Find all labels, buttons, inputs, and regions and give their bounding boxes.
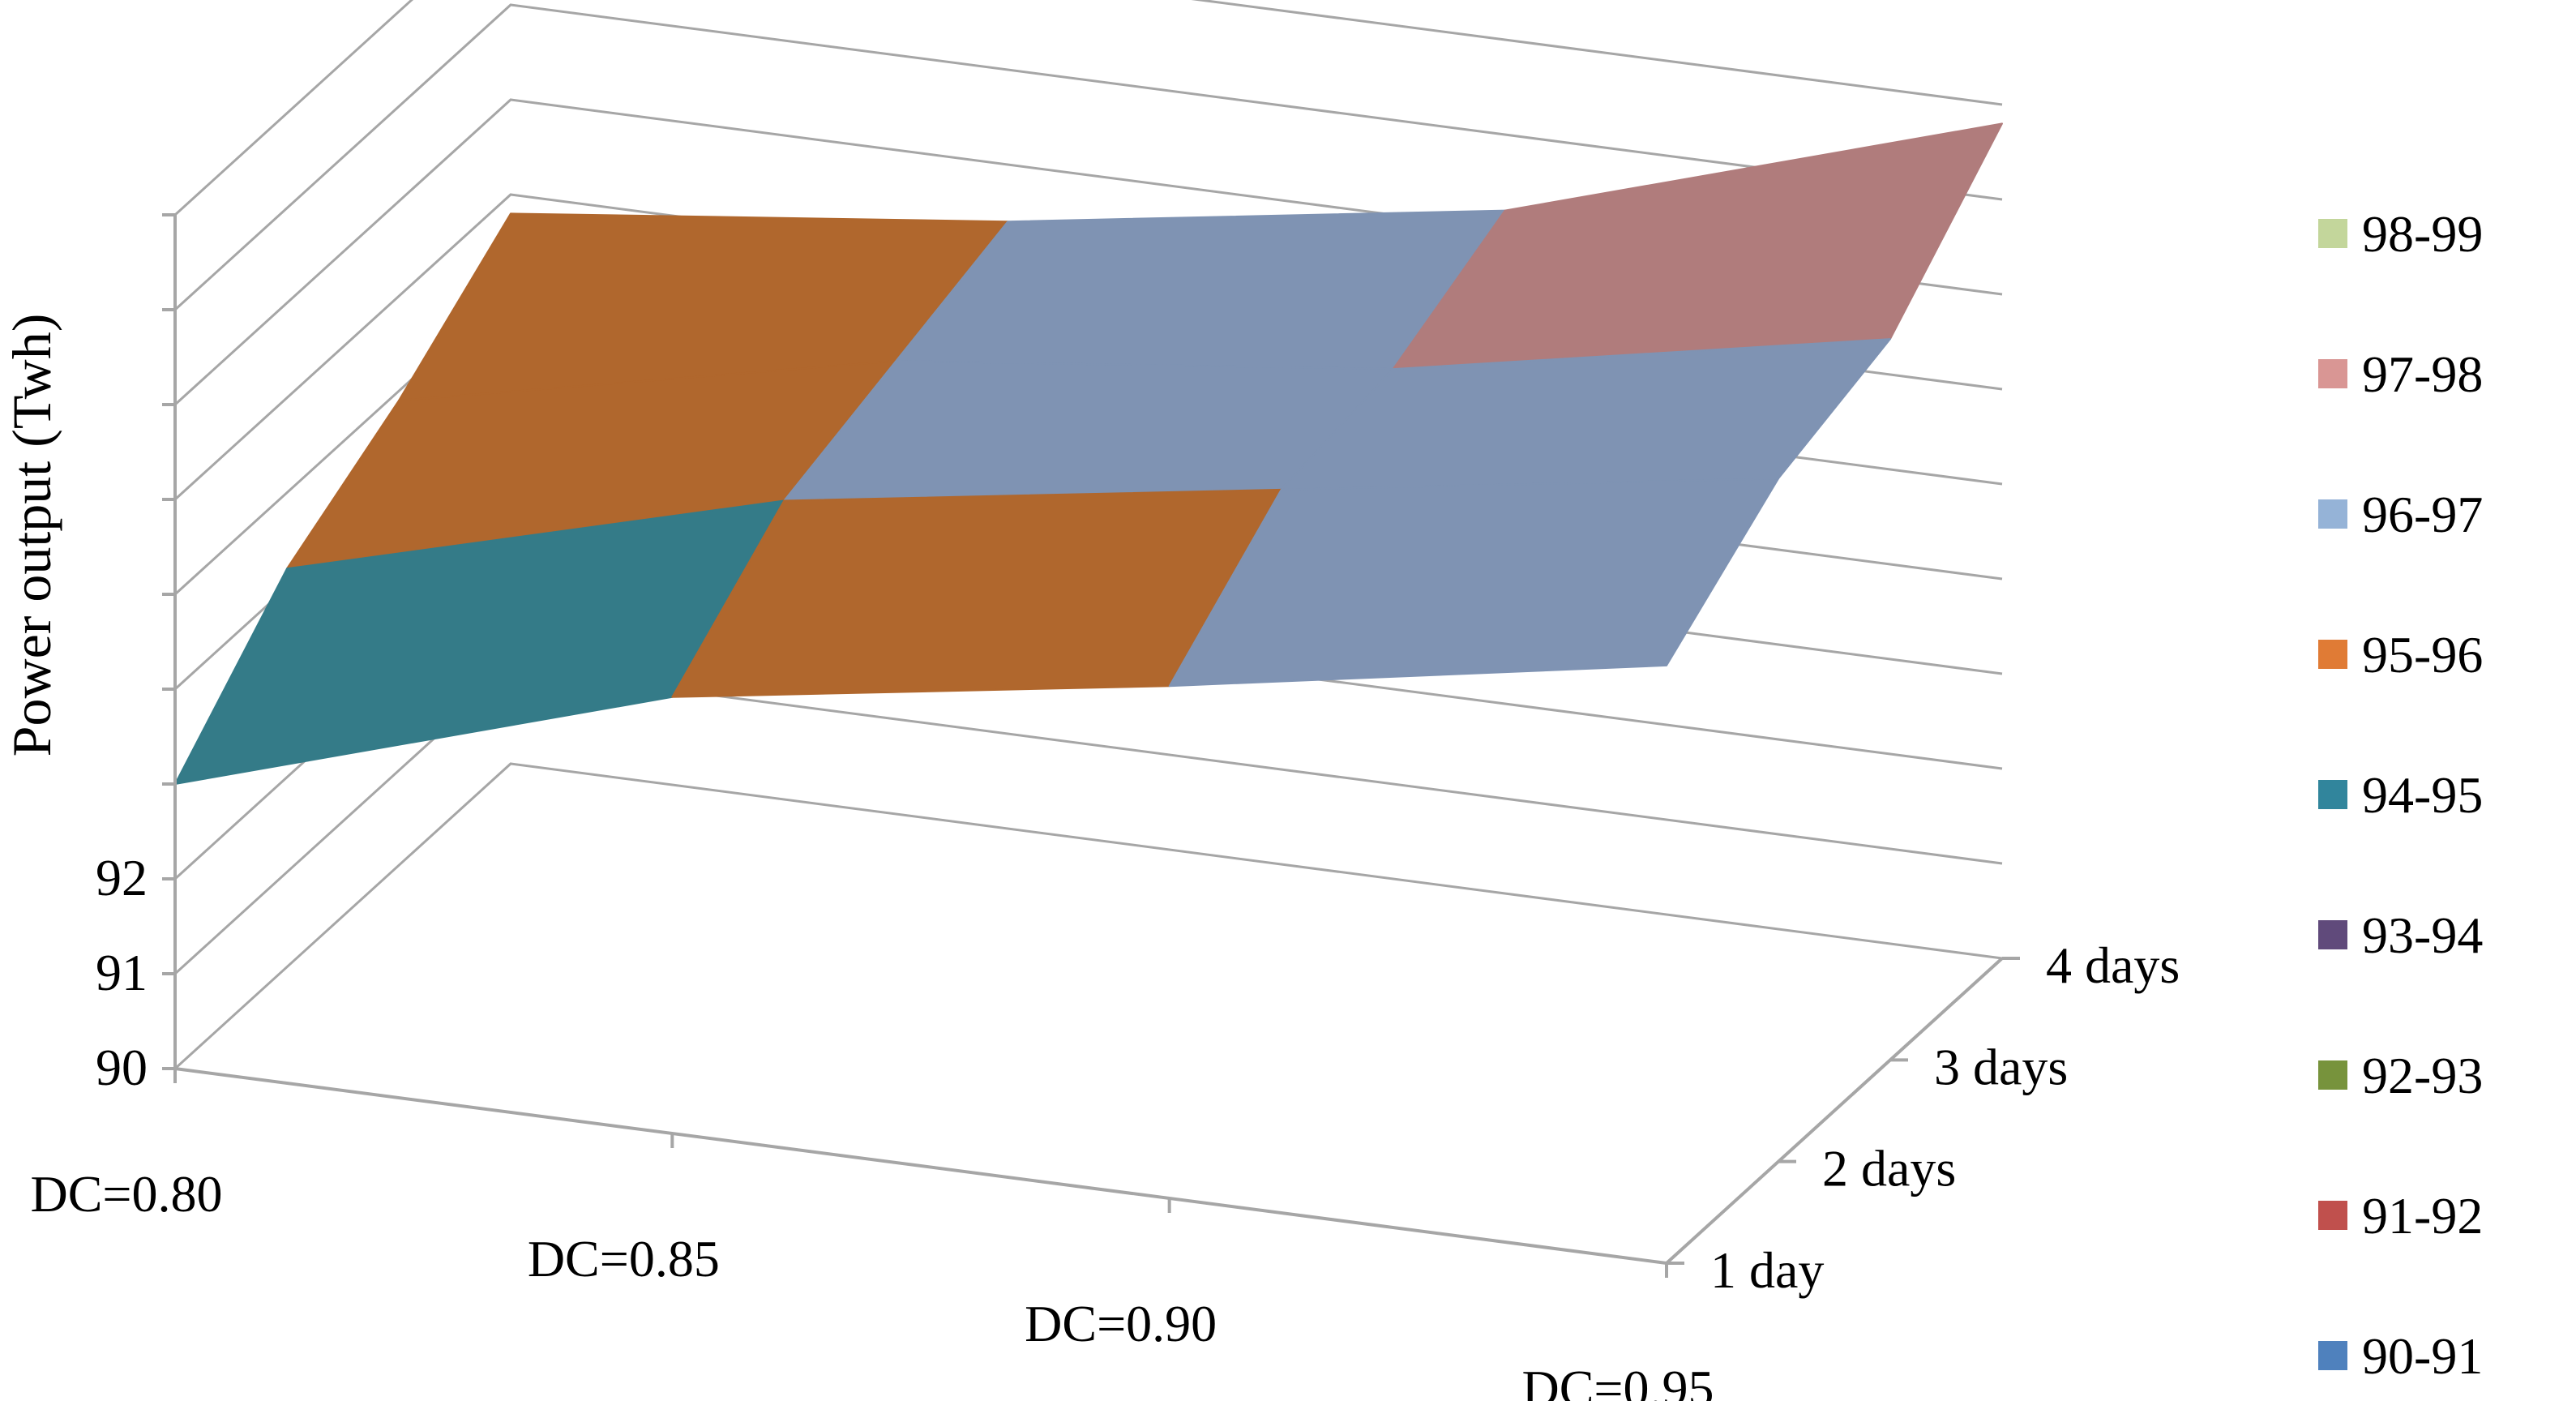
legend-label: 93-94 (2362, 906, 2483, 964)
depth-tick-label: 3 days (1934, 1038, 2068, 1095)
x-tick-label: DC=0.90 (1025, 1295, 1217, 1352)
x-tick-label: DC=0.85 (528, 1230, 720, 1287)
gridline-z-90 (173, 762, 2003, 1070)
z-tick-label: 90 (96, 1039, 148, 1096)
legend-label: 98-99 (2362, 205, 2483, 263)
legend-swatch (2318, 499, 2347, 529)
surface-plot (174, 122, 2003, 785)
legend-swatch (2318, 1060, 2347, 1090)
legend-swatch (2318, 1341, 2347, 1370)
z-tick-label: 91 (96, 944, 148, 1001)
axes (162, 213, 2020, 1278)
x-axis-line (174, 1067, 1667, 1265)
gridline-z-99 (173, 0, 2003, 216)
depth-axis-line (1665, 957, 2004, 1265)
legend: 98-99 97-98 96-97 95-96 94-95 93-94 92-93 91-92… (2318, 205, 2483, 1385)
legend-label: 91-92 (2362, 1187, 2483, 1245)
legend-label: 94-95 (2362, 766, 2483, 824)
legend-swatch (2318, 780, 2347, 809)
legend-label: 90-91 (2362, 1327, 2483, 1385)
z-axis-title: Power output (Twh) (1, 314, 62, 757)
legend-swatch (2318, 920, 2347, 949)
gridline-z-98 (173, 3, 2003, 311)
surface-patch-0-0 (174, 499, 785, 785)
x-tick-label: DC=0.80 (31, 1165, 223, 1223)
depth-tick-label: 2 days (1822, 1140, 1956, 1197)
legend-label: 97-98 (2362, 345, 2483, 403)
legend-label: 95-96 (2362, 626, 2483, 683)
legend-swatch (2318, 640, 2347, 669)
legend-label: 96-97 (2362, 486, 2483, 543)
depth-tick-label: 4 days (2046, 936, 2180, 994)
legend-label: 92-93 (2362, 1047, 2483, 1104)
depth-tick-label: 1 day (1710, 1241, 1824, 1299)
x-tick-label: DC=0.95 (1522, 1360, 1714, 1401)
legend-swatch (2318, 359, 2347, 388)
surface-patch-0-2 (1168, 478, 1779, 688)
legend-swatch (2318, 219, 2347, 248)
z-tick-label: 92 (96, 849, 148, 906)
legend-swatch (2318, 1201, 2347, 1230)
axis-labels: 90 91 92 Power output (Twh) DC=0.80 DC=0.85 DC… (1, 314, 2180, 1401)
